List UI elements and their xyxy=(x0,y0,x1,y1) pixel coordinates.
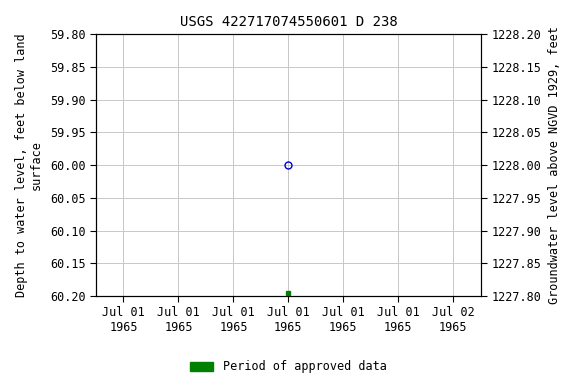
Title: USGS 422717074550601 D 238: USGS 422717074550601 D 238 xyxy=(180,15,397,29)
Y-axis label: Groundwater level above NGVD 1929, feet: Groundwater level above NGVD 1929, feet xyxy=(548,26,561,304)
Legend: Period of approved data: Period of approved data xyxy=(185,356,391,378)
Y-axis label: Depth to water level, feet below land
surface: Depth to water level, feet below land su… xyxy=(15,33,43,297)
